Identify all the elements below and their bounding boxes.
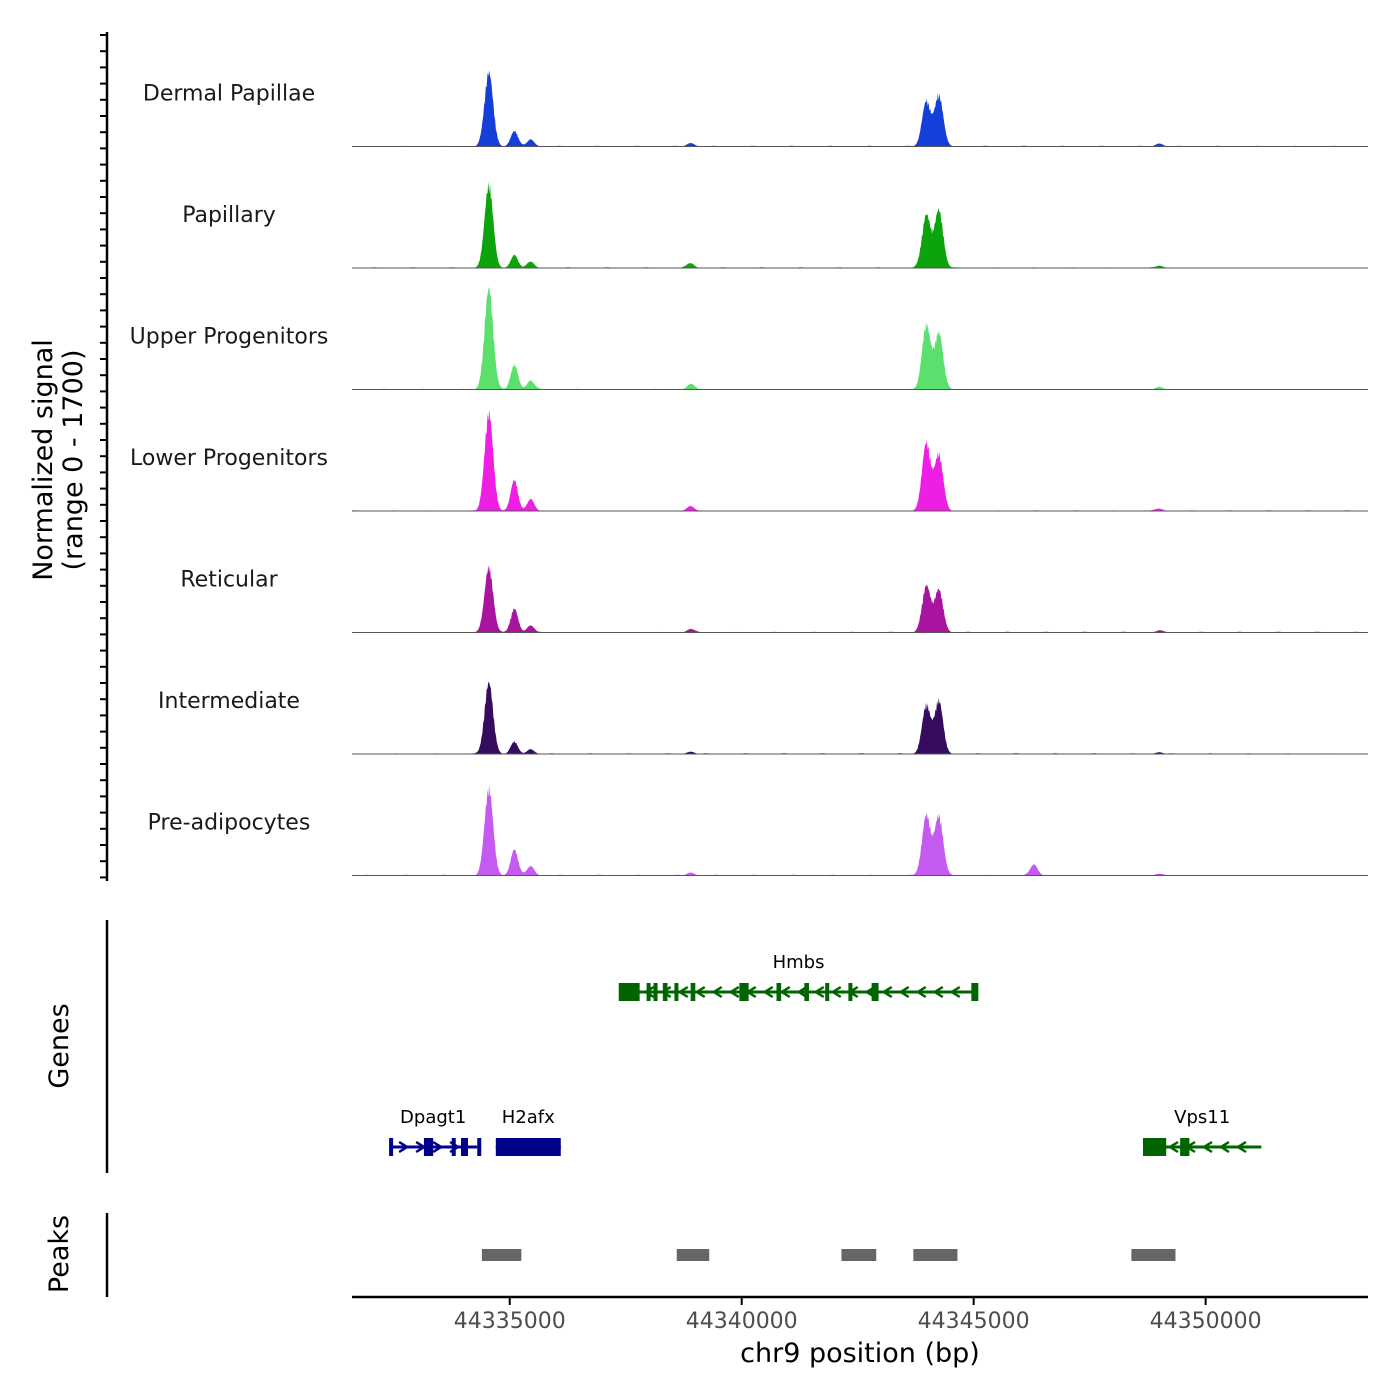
signal-track: Dermal Papillae xyxy=(143,70,1368,147)
strand-arrow xyxy=(762,985,774,999)
y-axis-title: Normalized signal (range 0 - 1700) xyxy=(28,339,89,581)
x-axis-title: chr9 position (bp) xyxy=(740,1338,980,1369)
x-tick-label: 44350000 xyxy=(1150,1309,1262,1334)
strand-arrow xyxy=(881,985,893,999)
gene-exon xyxy=(495,1138,561,1156)
signal-area xyxy=(352,682,1368,754)
x-tick-label: 44335000 xyxy=(454,1309,566,1334)
gene-model: Dpagt1 xyxy=(389,1107,482,1156)
gene-exon xyxy=(776,983,782,1001)
signal-tracks: Dermal Papillae Papillary Upper Progenitor… xyxy=(130,70,1368,876)
signal-track: Upper Progenitors xyxy=(130,286,1368,390)
track-label: Papillary xyxy=(182,203,276,228)
strand-arrow xyxy=(1235,1140,1247,1154)
strand-arrow xyxy=(915,985,927,999)
gene-exon xyxy=(674,983,679,1001)
gene-label: Vps11 xyxy=(1174,1107,1230,1128)
strand-arrow xyxy=(694,985,706,999)
track-label: Reticular xyxy=(180,568,278,593)
gene-exon xyxy=(1180,1138,1190,1156)
peaks-panel xyxy=(481,1249,1176,1261)
gene-exon xyxy=(848,983,853,1001)
gene-exon xyxy=(1142,1138,1167,1156)
strand-arrow xyxy=(813,985,825,999)
track-label: Intermediate xyxy=(158,689,300,714)
gene-exon xyxy=(739,983,749,1001)
strand-arrow xyxy=(728,985,740,999)
peak-region xyxy=(481,1249,522,1261)
peak-region xyxy=(913,1249,958,1261)
gene-exon xyxy=(971,983,979,1001)
peak-region xyxy=(676,1249,710,1261)
strand-arrow xyxy=(779,985,791,999)
track-label: Lower Progenitors xyxy=(130,446,328,471)
strand-arrow xyxy=(643,985,655,999)
gene-exon xyxy=(653,983,658,1001)
gene-label: Hmbs xyxy=(773,952,825,973)
strand-arrow xyxy=(432,1140,444,1154)
signal-track: Pre-adipocytes xyxy=(148,785,1368,876)
gene-exon xyxy=(804,983,809,1001)
signal-area xyxy=(352,181,1368,268)
gene-exon xyxy=(461,1138,468,1156)
strand-arrow xyxy=(949,985,961,999)
gene-model: Vps11 xyxy=(1142,1107,1262,1156)
signal-area xyxy=(352,785,1368,876)
track-label: Pre-adipocytes xyxy=(148,811,311,836)
x-axis-ticks: 44335000 44340000 44345000 44350000 xyxy=(454,1297,1262,1334)
gene-model: Hmbs xyxy=(618,952,979,1001)
strand-arrow xyxy=(1218,1140,1230,1154)
strand-arrow xyxy=(677,985,689,999)
genes-panel: Hmbs Dpagt1 H2afx Vps11 xyxy=(389,952,1262,1156)
strand-arrow xyxy=(932,985,944,999)
gene-label: Dpagt1 xyxy=(400,1107,466,1128)
y-axis-title-line1: Normalized signal xyxy=(28,339,59,581)
gene-exon xyxy=(690,983,696,1001)
signal-area xyxy=(352,70,1368,147)
strand-arrow xyxy=(898,985,910,999)
signal-y-axis-ticks xyxy=(100,34,107,879)
gene-exon xyxy=(646,983,651,1001)
gene-exon xyxy=(871,983,879,1001)
y-axis-title-line2: (range 0 - 1700) xyxy=(58,350,89,571)
gene-exon xyxy=(451,1138,456,1156)
x-tick-label: 44345000 xyxy=(918,1309,1030,1334)
signal-track: Papillary xyxy=(182,181,1368,269)
signal-track: Lower Progenitors xyxy=(130,409,1368,512)
signal-area xyxy=(352,409,1368,511)
strand-arrow xyxy=(1201,1140,1213,1154)
strand-arrow xyxy=(711,985,723,999)
peak-region xyxy=(841,1249,877,1261)
gene-exon xyxy=(618,983,640,1001)
gene-exon xyxy=(825,983,830,1001)
gene-exon xyxy=(662,983,668,1001)
peaks-panel-label: Peaks xyxy=(44,1215,75,1293)
signal-track: Reticular xyxy=(180,565,1368,633)
x-tick-label: 44340000 xyxy=(686,1309,798,1334)
gene-exon xyxy=(477,1138,482,1156)
strand-arrow xyxy=(1167,1140,1179,1154)
signal-area xyxy=(352,565,1368,633)
gene-exon xyxy=(389,1138,394,1156)
peak-region xyxy=(1131,1249,1176,1261)
genes-panel-label: Genes xyxy=(44,1003,75,1088)
track-label: Upper Progenitors xyxy=(130,325,329,350)
gene-model: H2afx xyxy=(495,1107,561,1156)
strand-arrow xyxy=(660,985,672,999)
signal-area xyxy=(352,286,1368,390)
signal-track: Intermediate xyxy=(158,682,1368,755)
strand-arrow xyxy=(398,1140,410,1154)
gene-label: H2afx xyxy=(502,1107,555,1128)
strand-arrow xyxy=(830,985,842,999)
track-label: Dermal Papillae xyxy=(143,82,315,107)
gene-exon xyxy=(423,1138,434,1156)
strand-arrow xyxy=(796,985,808,999)
